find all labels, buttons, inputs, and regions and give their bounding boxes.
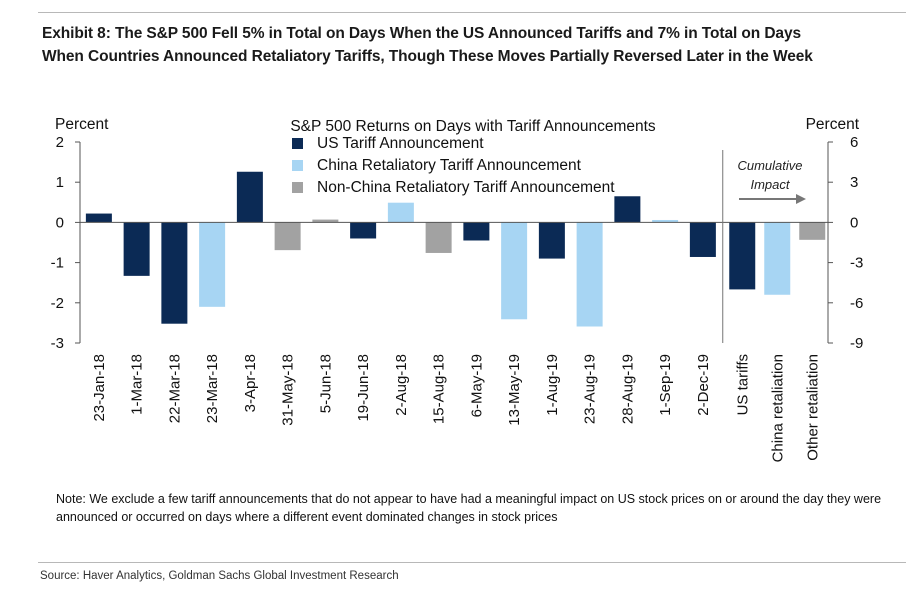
bar-1-Sep-19 xyxy=(652,219,679,223)
x-tick-label: 6-May-19 xyxy=(468,354,485,417)
legend-swatch-nonchina xyxy=(292,182,303,193)
chart-title: S&P 500 Returns on Days with Tariff Anno… xyxy=(290,118,656,135)
x-tick-label: 15-Aug-18 xyxy=(431,354,448,424)
legend-label-us: US Tariff Announcement xyxy=(317,135,484,152)
cumulative-bar-China retaliation xyxy=(764,222,791,295)
x-tick-label: 23-Jan-18 xyxy=(91,354,108,422)
bar-2-Aug-18 xyxy=(387,202,414,223)
right-axis-tick-label: 3 xyxy=(850,174,858,191)
cumulative-bar-Other retaliation xyxy=(799,222,826,240)
legend: US Tariff Announcement China Retaliatory … xyxy=(292,135,615,196)
bar-5-Jun-18 xyxy=(312,219,339,223)
left-axis-label: Percent xyxy=(55,116,109,133)
x-tick-label: 23-Mar-18 xyxy=(204,354,221,423)
x-tick-label: 1-Sep-19 xyxy=(657,354,674,416)
exhibit-title-line-1: Exhibit 8: The S&P 500 Fell 5% in Total … xyxy=(42,25,801,42)
x-tick-label: 5-Jun-18 xyxy=(317,354,334,413)
x-tick-label: 19-Jun-18 xyxy=(355,354,372,422)
cumulative-arrow-head-icon xyxy=(796,194,806,204)
left-axis-tick-label: -2 xyxy=(51,295,64,312)
bar-1-Aug-19 xyxy=(538,222,565,259)
x-tick-label: 22-Mar-18 xyxy=(166,354,183,423)
legend-swatch-us xyxy=(292,138,303,149)
bar-1-Mar-18 xyxy=(123,222,150,276)
left-axis-tick-label: -3 xyxy=(51,335,64,352)
x-tick-label: 2-Aug-18 xyxy=(393,354,410,416)
legend-label-nonchina: Non-China Retaliatory Tariff Announcemen… xyxy=(317,179,615,196)
chart-note: Note: We exclude a few tariff announceme… xyxy=(56,492,882,524)
x-tick-label: US tariffs xyxy=(734,354,751,415)
bar-31-May-18 xyxy=(274,222,301,251)
bar-13-May-19 xyxy=(501,222,528,320)
top-rule xyxy=(38,12,906,13)
bottom-rule xyxy=(38,562,906,563)
right-axis-tick-label: -6 xyxy=(850,295,863,312)
x-tick-label: China retaliation xyxy=(769,354,786,462)
x-tick-label: 13-May-19 xyxy=(506,354,523,426)
right-axis-tick-label: -3 xyxy=(850,255,863,272)
right-axis-label: Percent xyxy=(806,116,860,133)
bar-6-May-19 xyxy=(463,222,490,241)
x-tick-label: 1-Mar-18 xyxy=(129,354,146,415)
left-axis-tick-label: 0 xyxy=(56,214,64,231)
bar-3-Apr-18 xyxy=(236,171,263,223)
left-axis-tick-label: 2 xyxy=(56,134,64,151)
left-axis-tick-label: 1 xyxy=(56,174,64,191)
legend-swatch-china xyxy=(292,160,303,171)
bar-28-Aug-19 xyxy=(614,196,641,223)
x-tick-label: 31-May-18 xyxy=(280,354,297,426)
legend-label-china: China Retaliatory Tariff Announcement xyxy=(317,157,582,174)
bar-2-Dec-19 xyxy=(689,222,716,257)
source-line: Source: Haver Analytics, Goldman Sachs G… xyxy=(40,570,399,582)
bar-23-Jan-18 xyxy=(85,213,112,223)
bar-23-Mar-18 xyxy=(199,222,226,307)
right-axis-tick-label: 0 xyxy=(850,214,858,231)
left-axis-tick-label: -1 xyxy=(51,255,64,272)
cumulative-label-line-2: Impact xyxy=(750,177,790,192)
bar-22-Mar-18 xyxy=(161,222,188,324)
exhibit-title-line-2: When Countries Announced Retaliatory Tar… xyxy=(42,48,813,65)
bar-15-Aug-18 xyxy=(425,222,452,253)
x-tick-label: Other retaliation xyxy=(804,354,821,461)
x-tick-label: 3-Apr-18 xyxy=(242,354,259,412)
right-axis-tick-label: 6 xyxy=(850,134,858,151)
bar-23-Aug-19 xyxy=(576,222,603,327)
x-tick-label: 1-Aug-19 xyxy=(544,354,561,416)
right-axis-tick-label: -9 xyxy=(850,335,863,352)
cumulative-bar-US tariffs xyxy=(729,222,756,290)
exhibit-title: Exhibit 8: The S&P 500 Fell 5% in Total … xyxy=(42,22,912,68)
bar-19-Jun-18 xyxy=(350,222,377,239)
cumulative-impact-annotation: Cumulative Impact xyxy=(737,158,806,204)
x-tick-label: 2-Dec-19 xyxy=(695,354,712,416)
cumulative-label-line-1: Cumulative xyxy=(737,158,802,173)
x-tick-label: 28-Aug-19 xyxy=(619,354,636,424)
x-tick-label: 23-Aug-19 xyxy=(582,354,599,424)
